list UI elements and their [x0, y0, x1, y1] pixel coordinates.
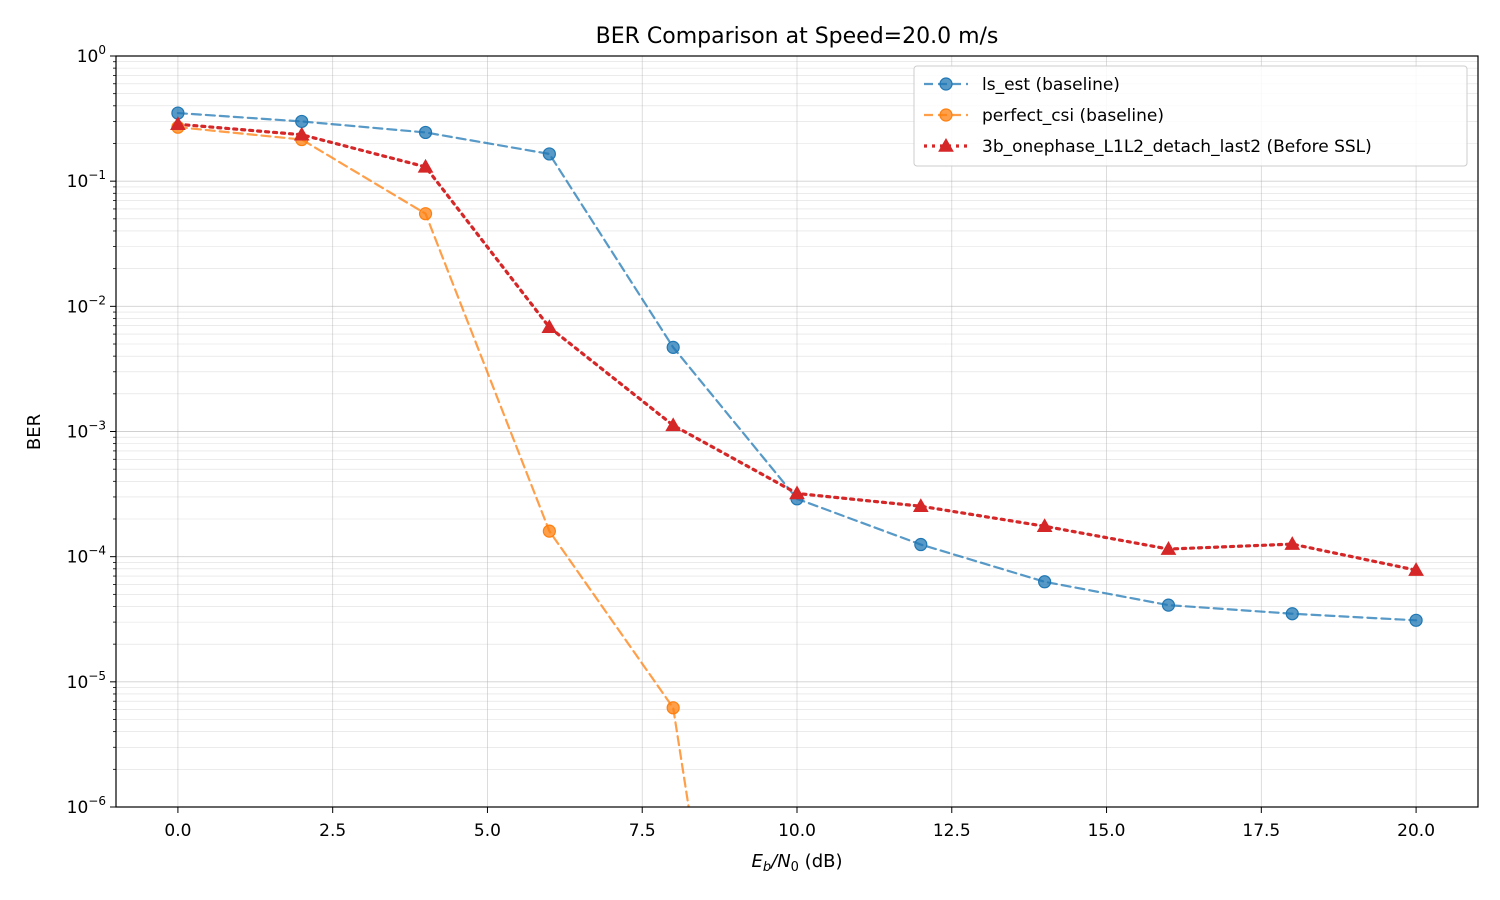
data-point	[542, 147, 556, 161]
y-tick-label: 10−5	[67, 669, 106, 693]
x-tick-label: 17.5	[1242, 821, 1280, 841]
y-tick-label: 10−4	[67, 544, 106, 568]
x-tick-label: 15.0	[1088, 821, 1126, 841]
data-point	[542, 524, 556, 538]
x-tick-label: 7.5	[629, 821, 656, 841]
y-axis-label: BER	[24, 414, 45, 450]
data-point	[418, 125, 433, 140]
data-point	[1036, 518, 1053, 532]
x-tick-label: 0.0	[164, 821, 191, 841]
data-point	[1409, 613, 1423, 627]
data-point	[1038, 575, 1052, 589]
data-point	[666, 701, 680, 715]
legend-label: perfect_csi (baseline)	[982, 106, 1164, 126]
x-tick-label: 10.0	[778, 821, 816, 841]
data-point	[665, 417, 682, 432]
x-tick-label: 5.0	[474, 821, 501, 841]
x-tick-label: 2.5	[319, 821, 346, 841]
data-point	[789, 485, 805, 500]
data-point	[912, 498, 929, 512]
data-point	[1285, 607, 1299, 621]
chart-title: BER Comparison at Speed=20.0 m/s	[596, 24, 999, 49]
data-point	[1284, 536, 1301, 550]
data-point	[417, 158, 434, 173]
legend-items: ls_est (baseline) perfect_csi (baseline) 3…	[924, 75, 1372, 157]
data-point	[914, 537, 928, 552]
x-tick-label: 20.0	[1397, 821, 1435, 841]
data-point	[170, 116, 186, 130]
legend-box	[913, 65, 1468, 167]
data-point	[1160, 541, 1177, 555]
y-tick-label: 10−3	[67, 419, 106, 443]
data-point	[1161, 598, 1176, 612]
legend-label: ls_est (baseline)	[982, 75, 1120, 95]
data-point	[293, 126, 310, 141]
series-1	[171, 120, 690, 807]
x-tick-label: 12.5	[933, 821, 971, 841]
series-2	[170, 116, 1424, 576]
y-tick-label: 10−2	[67, 293, 106, 317]
y-tick-label: 10−6	[67, 794, 106, 818]
data-point	[295, 114, 309, 129]
legend-marker	[938, 137, 954, 152]
legend-marker	[939, 108, 953, 122]
y-tick-label: 100	[77, 43, 106, 67]
y-tick-label: 10−1	[67, 168, 106, 192]
x-axis-label: Eb/N0 (dB)	[752, 851, 843, 875]
data-point	[541, 319, 558, 334]
legend-label: 3b_onephase_L1L2_detach_last2 (Before SS…	[982, 137, 1372, 157]
axis-ticks: 0.0 2.5 5.0 7.5 10.0 12.5 15.0 17.5 20.0 100 10−1 1…	[67, 43, 1435, 841]
legend-marker	[939, 77, 953, 91]
legend: ls_est (baseline) perfect_csi (baseline) 3…	[913, 65, 1468, 167]
data-point	[666, 340, 680, 354]
series-layer	[170, 106, 1424, 807]
data-point	[418, 207, 433, 221]
data-point	[1408, 562, 1424, 576]
series-line	[176, 126, 690, 807]
